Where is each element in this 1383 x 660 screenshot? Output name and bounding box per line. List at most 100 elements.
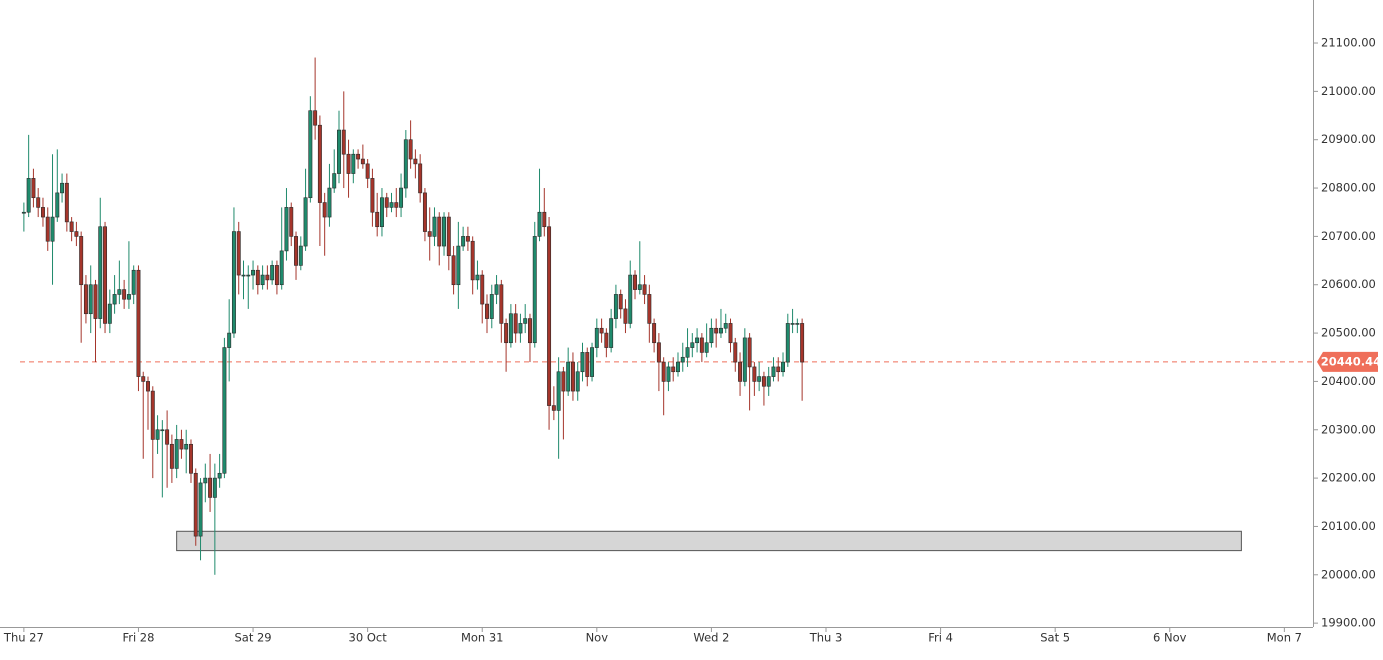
candle-body [790,323,795,325]
candle-body [532,236,537,344]
candle-body [337,129,341,174]
candle-body [566,361,571,392]
candle-body [69,221,74,232]
candle-body [231,231,236,334]
candle-body [21,211,26,214]
x-tick-label: Fri 4 [928,631,953,645]
candle-body [107,303,112,324]
candle-body [575,371,580,392]
candle-body [403,139,408,189]
candle-body [60,182,65,194]
candle-body [179,439,184,450]
candle-body [661,361,666,382]
candle-body [394,202,399,208]
candle-body [752,366,757,382]
candle-body [141,376,146,382]
candle-body [461,236,466,247]
y-tick-label: 20900.00 [1321,132,1376,146]
candle-body [599,327,604,334]
candle-body [685,347,690,358]
candle-body [241,274,246,277]
candle-body [537,211,542,237]
candle-body [633,274,637,290]
y-tick-label: 20200.00 [1321,471,1376,485]
candle-body [604,332,609,348]
candle-body [136,269,141,377]
candle-body [169,443,174,469]
candle-body [74,231,79,237]
y-tick-label: 20800.00 [1321,181,1376,195]
candle-body [456,245,461,286]
candle-body [800,323,805,363]
candle-body [360,158,365,165]
candle-body [470,240,475,281]
candle-body [251,269,256,276]
candle-body [131,269,136,295]
candle-body [695,337,700,344]
candle-body [408,139,413,160]
candle-body [594,327,599,348]
candle-body [193,472,198,537]
candle-body [561,371,566,392]
candle-body [346,153,351,174]
candle-body [327,187,332,218]
candle-body [270,265,275,281]
y-tick-label: 19900.00 [1321,616,1376,630]
candle-body [422,192,427,232]
candle-body [504,323,509,344]
candle-body [761,376,766,387]
candle-body [618,294,623,310]
candle-body [212,477,217,498]
x-tick-label: Thu 27 [3,631,44,645]
candle-body [298,245,303,266]
candle-body [79,236,84,286]
candle-body [785,323,790,363]
candle-body [757,376,762,382]
y-tick-label: 20000.00 [1321,567,1376,581]
candle-body [40,207,45,218]
candle-body [146,381,150,392]
candle-body [699,337,704,353]
candle-body [585,352,590,377]
candle-body [494,284,499,295]
candle-body [676,361,680,373]
candle-body [260,274,265,286]
candle-body [523,318,528,324]
candle-body [126,294,131,300]
candle-body [666,366,671,382]
candle-body [704,342,709,353]
candle-body [303,197,308,247]
candle-body [609,318,614,348]
candle-body [365,163,370,179]
candle-body [184,443,189,450]
candle-body [690,342,695,348]
candle-body [36,197,41,208]
candle-body [255,269,260,286]
candle-body [389,202,394,208]
candle-body [499,284,504,324]
candle-body [518,323,523,334]
candle-body [795,323,800,325]
y-tick-label: 20300.00 [1321,422,1376,436]
candle-body [413,158,418,165]
candle-body [189,443,193,474]
candle-body [738,361,743,382]
x-tick-label: Sat 5 [1040,631,1070,645]
candle-body [637,284,642,290]
candle-body [308,110,313,199]
candle-body [227,332,232,348]
candle-body [384,197,389,208]
zone [176,530,1242,552]
candle-body [294,236,298,266]
candle-body [652,323,657,344]
candle-body [217,472,222,479]
candle-body [781,361,785,373]
candle-body [475,274,480,281]
candle-body [485,303,489,319]
candle-body [714,327,719,334]
candle-body [718,327,723,334]
candle-body [733,342,738,363]
candle-body [98,226,103,319]
x-tick-label: 30 Oct [349,631,388,645]
